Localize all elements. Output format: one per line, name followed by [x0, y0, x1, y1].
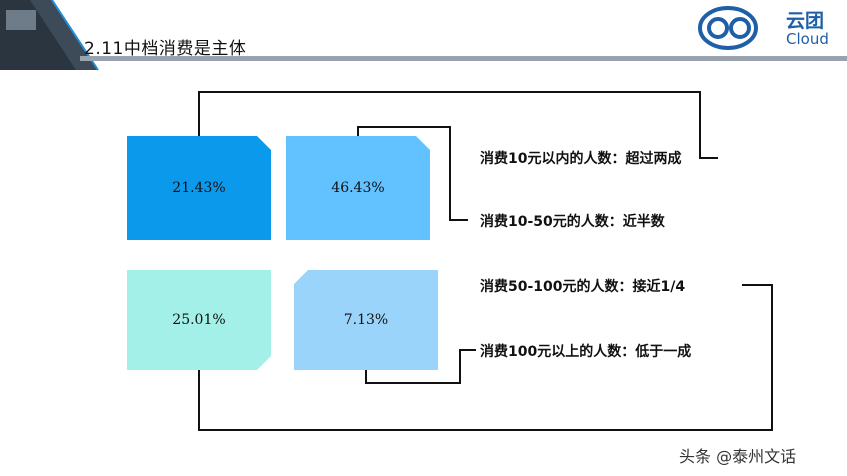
segment-value: 21.43% — [172, 180, 226, 196]
header: 2.11中档消费是主体 云团 Cloud — [0, 0, 847, 70]
segment-value: 7.13% — [343, 312, 389, 328]
label-50-100: 消费50-100元的人数：接近1/4 — [480, 279, 686, 295]
connector-box3-label3 — [198, 284, 773, 431]
logo-en-text: Cloud — [786, 30, 829, 48]
segment-box-over-100: 7.13% — [294, 270, 438, 370]
cloud-logo-icon — [698, 6, 758, 50]
connector-box1-label1 — [198, 91, 718, 159]
laptop-icon — [6, 10, 36, 30]
segment-box-under-10: 21.43% — [127, 136, 271, 240]
segment-box-50-100: 25.01% — [127, 270, 271, 370]
segment-value: 46.43% — [331, 180, 385, 196]
label-over-100: 消费100元以上的人数：低于一成 — [480, 344, 692, 360]
segment-box-10-50: 46.43% — [286, 136, 430, 240]
logo-cn-text: 云团 — [786, 10, 825, 32]
connector-box4-label4 — [365, 349, 476, 384]
segment-value: 25.01% — [172, 312, 226, 328]
page-title: 2.11中档消费是主体 — [84, 39, 247, 59]
watermark: 头条 @泰州文话 — [679, 447, 797, 466]
label-10-50: 消费10-50元的人数：近半数 — [480, 214, 665, 230]
connector-box2-label2 — [357, 126, 468, 221]
label-under-10: 消费10元以内的人数：超过两成 — [480, 151, 682, 167]
header-rule — [80, 56, 847, 61]
